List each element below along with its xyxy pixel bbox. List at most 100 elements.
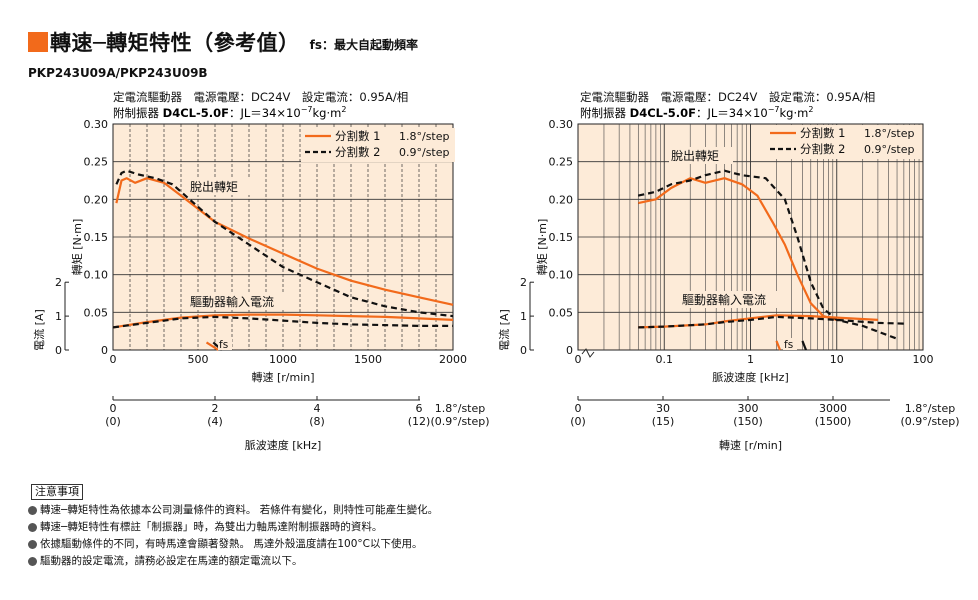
condition-prefix: 附制振器 bbox=[113, 106, 163, 120]
annotation-pullout-torque: 脫出轉矩 bbox=[190, 179, 238, 194]
note-text: 轉速─轉矩特性為依據本公司測量條件的資料。 若條件有變化，則特性可能產生變化。 bbox=[40, 504, 439, 516]
note-text: 轉速─轉矩特性有標註「制振器」時，為雙出力軸馬達附制振器時的資料。 bbox=[40, 521, 383, 533]
annotation-fs: fs bbox=[219, 339, 228, 351]
secondary-x-tick-label: 0 bbox=[575, 402, 582, 415]
secondary-x-unit: (0.9°/step) bbox=[900, 415, 959, 428]
annotation-bg bbox=[218, 338, 232, 350]
annotation-fs: fs bbox=[784, 339, 793, 351]
y-tick-label: 0.20 bbox=[549, 193, 574, 206]
secondary-x-unit: 1.8°/step bbox=[435, 402, 486, 415]
x-tick-label: 0.1 bbox=[656, 353, 674, 366]
bullet-icon bbox=[28, 557, 37, 566]
legend-box bbox=[301, 128, 455, 162]
x-tick-label: 1500 bbox=[354, 353, 382, 366]
secondary-x-tick-label: 6 bbox=[416, 402, 423, 415]
current-axis-title: 電流 [A] bbox=[32, 309, 46, 351]
series-2-torque-line bbox=[638, 169, 898, 340]
condition-text-2: 附制振器 D4CL-5.0F：JL＝34×10−7kg·m2 bbox=[580, 105, 813, 120]
legend-label: 分割數 1 bbox=[335, 129, 380, 143]
inertia-exp: −7 bbox=[301, 105, 313, 114]
series-2-torque-line bbox=[115, 169, 454, 318]
secondary-x-axis-title: 脈波速度 [kHz] bbox=[245, 438, 322, 452]
secondary-x-tick-label: (1500) bbox=[815, 415, 852, 428]
current-axis-title: 電流 [A] bbox=[497, 309, 511, 351]
series-1-torque-line bbox=[638, 177, 838, 321]
secondary-x-axis-title: 轉速 [r/min] bbox=[719, 439, 782, 452]
inertia-text: ：JL＝34×10 bbox=[696, 106, 768, 120]
secondary-x-unit: 1.8°/step bbox=[905, 402, 956, 415]
annotation-bg bbox=[680, 291, 780, 308]
current-tick-label: 1 bbox=[520, 310, 527, 323]
model-number: PKP243U09A/PKP243U09B bbox=[28, 66, 208, 80]
note-item: 驅動器的設定電流，請務必設定在馬達的額定電流以下。 bbox=[28, 553, 438, 570]
annotation-bg bbox=[188, 178, 252, 195]
y-tick-label: 0.30 bbox=[549, 118, 574, 131]
annotation-bg bbox=[188, 293, 288, 310]
annotation-pullout-torque: 脫出轉矩 bbox=[671, 148, 719, 163]
series-2-current-line bbox=[112, 315, 453, 329]
legend-step: 0.9°/step bbox=[864, 143, 915, 156]
y-tick-label: 0.15 bbox=[549, 231, 574, 244]
page-title: 轉速─轉矩特性（參考值） fs：最大自起動頻率 bbox=[28, 27, 418, 57]
inertia-unit: kg·m bbox=[312, 106, 341, 120]
current-tick-label: 0 bbox=[520, 344, 527, 357]
y-axis-title: 轉矩 [N·m] bbox=[71, 219, 84, 276]
y-tick-label: 0.25 bbox=[549, 156, 574, 169]
fs-marker bbox=[801, 340, 808, 351]
secondary-x-tick-label: (15) bbox=[652, 415, 675, 428]
secondary-x-tick-label: 300 bbox=[738, 402, 759, 415]
series-2-current-line bbox=[638, 315, 904, 329]
secondary-x-tick-label: 0 bbox=[110, 402, 117, 415]
current-tick-label: 2 bbox=[55, 276, 62, 289]
inertia-exp: −7 bbox=[768, 105, 780, 114]
bullet-icon bbox=[28, 523, 37, 532]
legend-step: 1.8°/step bbox=[399, 130, 450, 143]
y-tick-label: 0 bbox=[566, 344, 573, 357]
secondary-x-tick-label: (8) bbox=[309, 415, 325, 428]
inertia-unit-exp: 2 bbox=[808, 105, 813, 114]
legend-step: 1.8°/step bbox=[864, 127, 915, 140]
x-axis-title: 脈波速度 [kHz] bbox=[712, 370, 789, 384]
secondary-x-tick-label: (0) bbox=[570, 415, 586, 428]
y-axis-title: 轉矩 [N·m] bbox=[536, 219, 549, 276]
secondary-x-unit: (0.9°/step) bbox=[430, 415, 489, 428]
condition-text: 定電流驅動器 電源電壓：DC24V 設定電流：0.95A/相 bbox=[580, 90, 875, 104]
inertia-text: ：JL＝34×10 bbox=[229, 106, 301, 120]
secondary-x-tick-label: (4) bbox=[207, 415, 223, 428]
secondary-x-tick-label: (12) bbox=[408, 415, 431, 428]
y-tick-label: 0.10 bbox=[549, 269, 574, 282]
axis-break-mark bbox=[581, 348, 595, 358]
note-item: 轉速─轉矩特性為依據本公司測量條件的資料。 若條件有變化，則特性可能產生變化。 bbox=[28, 502, 438, 519]
notes-list: 轉速─轉矩特性為依據本公司測量條件的資料。 若條件有變化，則特性可能產生變化。 … bbox=[28, 502, 438, 570]
y-tick-label: 0.10 bbox=[84, 269, 109, 282]
annotation-bg bbox=[669, 147, 733, 164]
x-tick-label: 0 bbox=[575, 353, 582, 366]
x-axis-title: 轉速 [r/min] bbox=[251, 371, 314, 384]
damper-model: D4CL-5.0F bbox=[630, 106, 696, 120]
legend-label: 分割數 2 bbox=[800, 142, 845, 156]
annotation-bg bbox=[783, 338, 797, 350]
annotation-input-current: 驅動器輸入電流 bbox=[682, 292, 766, 307]
series-1-current-line bbox=[638, 314, 878, 329]
x-tick-label: 100 bbox=[913, 353, 934, 366]
x-tick-label: 1000 bbox=[269, 353, 297, 366]
title-main: 轉速─轉矩特性（參考值） bbox=[50, 31, 300, 55]
secondary-x-tick-label: 30 bbox=[656, 402, 670, 415]
note-item: 依據驅動條件的不同，有時馬達會顯著發熱。 馬達外殼溫度請在100°C以下使用。 bbox=[28, 536, 438, 553]
fs-marker bbox=[205, 341, 219, 351]
x-tick-label: 500 bbox=[188, 353, 209, 366]
legend-label: 分割數 2 bbox=[335, 145, 380, 159]
legend-box bbox=[766, 125, 920, 159]
damper-model: D4CL-5.0F bbox=[163, 106, 229, 120]
secondary-x-tick-label: 2 bbox=[212, 402, 219, 415]
note-item: 轉速─轉矩特性有標註「制振器」時，為雙出力軸馬達附制振器時的資料。 bbox=[28, 519, 438, 536]
note-text: 驅動器的設定電流，請務必設定在馬達的額定電流以下。 bbox=[40, 555, 303, 567]
x-tick-label: 2000 bbox=[439, 353, 467, 366]
y-tick-label: 0.30 bbox=[84, 118, 109, 131]
legend-label: 分割數 1 bbox=[800, 126, 845, 140]
y-tick-label: 0.20 bbox=[84, 193, 109, 206]
y-tick-label: 0.05 bbox=[84, 306, 109, 319]
legend-step: 0.9°/step bbox=[399, 146, 450, 159]
